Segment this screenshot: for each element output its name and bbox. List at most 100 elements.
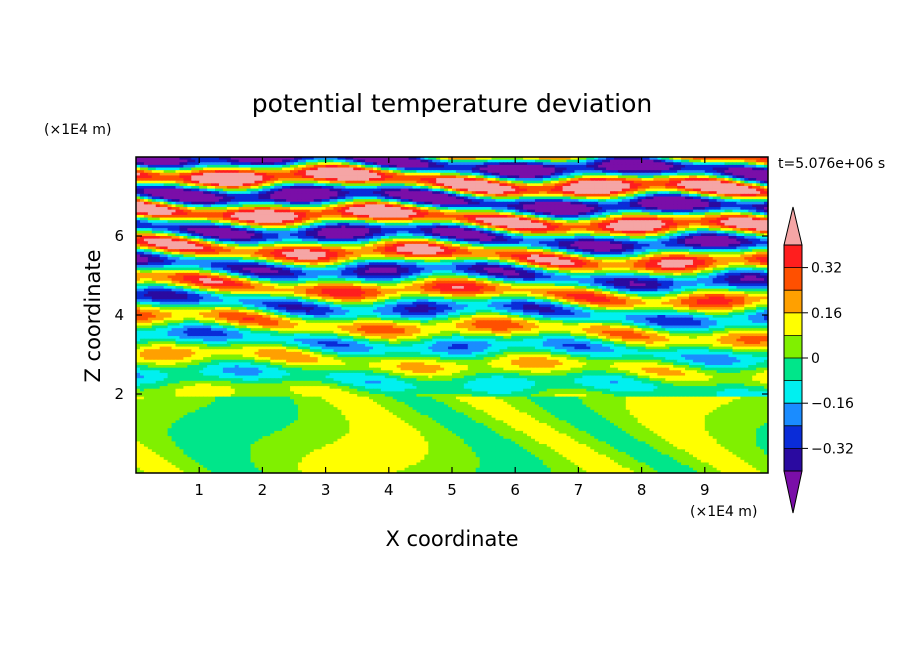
- contour-cell: [523, 178, 528, 182]
- contour-cell: [467, 157, 473, 161]
- contour-cell: [629, 162, 635, 166]
- contour-cell: [625, 170, 631, 174]
- contour-cell: [523, 162, 528, 166]
- contour-cell: [732, 159, 737, 163]
- contour-cell: [479, 172, 485, 177]
- contour-cell: [136, 170, 141, 174]
- contour-cell: [475, 159, 481, 163]
- contour-cell: [420, 178, 425, 182]
- contour-cell: [700, 170, 706, 174]
- contour-cell: [708, 164, 714, 169]
- contour-cell: [179, 159, 184, 163]
- contour-cell: [590, 157, 595, 161]
- contour-cell: [428, 178, 433, 182]
- contour-cell: [728, 172, 734, 177]
- contour-cell: [230, 175, 236, 179]
- contour-cell: [388, 162, 394, 166]
- contour-cell: [369, 162, 374, 166]
- contour-cell: [179, 175, 184, 179]
- contour-cell: [238, 172, 244, 177]
- contour-cell: [764, 157, 768, 161]
- contour-cell: [566, 170, 572, 174]
- contour-cell: [416, 170, 421, 174]
- contour-cell: [404, 175, 410, 179]
- contour-cell: [139, 162, 145, 166]
- contour-cell: [455, 172, 461, 177]
- contour-cell: [748, 175, 753, 179]
- contour-cell: [436, 157, 441, 161]
- contour-cell: [574, 162, 579, 166]
- contour-cell: [538, 172, 544, 177]
- contour-cell: [483, 170, 489, 174]
- contour-cell: [337, 172, 342, 177]
- contour-cell: [673, 157, 678, 161]
- contour-cell: [266, 170, 271, 174]
- contour-cell: [574, 159, 579, 163]
- contour-cell: [558, 170, 564, 174]
- contour-cell: [499, 157, 504, 161]
- contour-cell: [400, 159, 406, 163]
- contour-cell: [657, 167, 662, 171]
- contour-cell: [542, 164, 548, 169]
- contour-cell: [412, 159, 418, 163]
- contour-cell: [602, 159, 607, 163]
- contour-cell: [136, 162, 141, 166]
- contour-cell: [337, 167, 342, 171]
- contour-cell: [744, 159, 749, 163]
- contour-cell: [519, 157, 524, 161]
- contour-cell: [681, 178, 686, 182]
- contour-cell: [380, 172, 386, 177]
- contour-cell: [321, 178, 327, 182]
- contour-cell: [305, 175, 311, 179]
- contour-cell: [716, 170, 722, 174]
- contour-cell: [238, 164, 244, 169]
- contour-cell: [305, 164, 311, 169]
- contour-cell: [760, 159, 765, 163]
- contour-cell: [373, 162, 378, 166]
- contour-cell: [661, 159, 666, 163]
- contour-cell: [689, 172, 694, 177]
- contour-cell: [562, 170, 568, 174]
- contour-cell: [309, 159, 315, 163]
- contour-cell: [345, 159, 350, 163]
- contour-cell: [657, 178, 662, 182]
- contour-cell: [578, 167, 583, 171]
- contour-cell: [282, 164, 287, 169]
- contour-cell: [574, 175, 579, 179]
- contour-cell: [215, 164, 220, 169]
- contour-cell: [254, 167, 260, 171]
- contour-cell: [578, 178, 583, 182]
- contour-cell: [495, 175, 500, 179]
- contour-cell: [384, 175, 390, 179]
- contour-cell: [151, 164, 157, 169]
- contour-cell: [278, 170, 283, 174]
- contour-cell: [519, 170, 524, 174]
- contour-cell: [187, 167, 192, 171]
- contour-cell: [254, 178, 260, 182]
- contour-cell: [294, 175, 299, 179]
- contour-cell: [696, 159, 702, 163]
- contour-cell: [523, 172, 528, 177]
- contour-cell: [258, 167, 263, 171]
- contour-cell: [301, 167, 307, 171]
- contour-cell: [258, 162, 263, 166]
- contour-cell: [586, 170, 591, 174]
- contour-cell: [290, 178, 295, 182]
- contour-cell: [282, 157, 287, 161]
- contour-cell: [491, 170, 497, 174]
- contour-cell: [732, 175, 737, 179]
- contour-cell: [689, 178, 694, 182]
- contour-cell: [625, 159, 631, 163]
- contour-cell: [534, 157, 540, 161]
- contour-cell: [175, 164, 181, 169]
- contour-cell: [748, 164, 753, 169]
- contour-cell: [349, 170, 354, 174]
- contour-cell: [218, 159, 224, 163]
- contour-cell: [226, 178, 232, 182]
- contour-cell: [499, 175, 504, 179]
- contour-cell: [317, 164, 323, 169]
- contour-cell: [692, 178, 698, 182]
- contour-cell: [191, 178, 196, 182]
- contour-cell: [258, 159, 263, 163]
- contour-cell: [645, 172, 651, 177]
